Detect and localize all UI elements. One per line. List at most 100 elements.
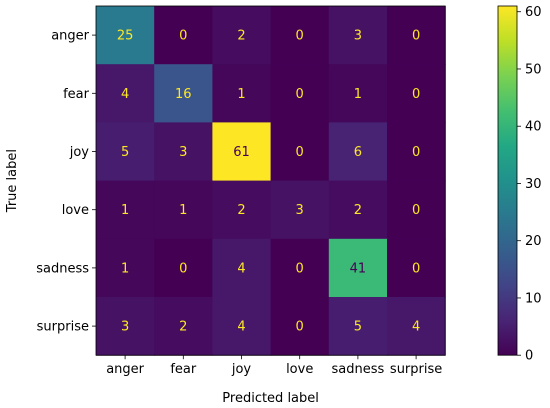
cell-value-label: 61	[233, 145, 250, 160]
cell-value-label: 1	[179, 203, 187, 218]
x-tick-label: anger	[106, 362, 144, 377]
colorbar	[497, 5, 518, 356]
y-axis-ticks: anger fear joy love sadness surprise	[36, 29, 96, 335]
x-tick-label: love	[286, 362, 313, 377]
heatmap-cell	[387, 238, 446, 298]
cell-value-label: 41	[350, 261, 367, 276]
cell-value-label: 2	[237, 29, 245, 44]
y-tick-label: love	[62, 203, 89, 218]
y-tick-label: anger	[51, 29, 89, 44]
cell-value-label: 1	[121, 203, 129, 218]
cell-value-label: 0	[296, 29, 304, 44]
cell-value-label: 6	[354, 145, 362, 160]
heatmap-cell	[212, 64, 272, 123]
heatmap-cell	[96, 238, 155, 298]
x-tick-label: sadness	[332, 362, 385, 377]
cell-value-label: 3	[354, 29, 362, 44]
x-axis-label: Predicted label	[222, 391, 319, 406]
colorbar-tick-label: 0	[525, 349, 533, 364]
y-tick-label: sadness	[36, 261, 89, 276]
x-axis-ticks: anger fear joy love sadness surprise	[106, 355, 442, 377]
colorbar-tick-label: 10	[525, 291, 542, 306]
heatmap-cell	[154, 64, 213, 123]
cell-value-label: 3	[296, 203, 304, 218]
cell-value-label: 1	[237, 87, 245, 102]
cell-value-label: 0	[179, 261, 187, 276]
cell-value-label: 4	[121, 87, 129, 102]
colorbar-tick-label: 60	[525, 5, 542, 20]
heatmap-cell	[270, 297, 330, 356]
heatmap-cell	[212, 238, 272, 298]
cell-value-label: 0	[296, 87, 304, 102]
cell-value-label: 2	[179, 320, 187, 335]
cell-value-label: 3	[121, 320, 129, 335]
heatmap-cell	[212, 122, 272, 182]
heatmap-cell	[96, 64, 155, 123]
heatmap-cell	[96, 180, 155, 240]
cell-value-label: 2	[354, 203, 362, 218]
x-tick-label: joy	[231, 362, 252, 377]
heatmap-cell	[270, 180, 330, 240]
cell-value-label: 1	[121, 261, 129, 276]
heatmap-cell	[328, 6, 388, 65]
heatmap-cell	[328, 297, 388, 356]
cell-value-label: 4	[412, 320, 420, 335]
heatmap-cell	[387, 122, 446, 182]
y-tick-label: fear	[63, 87, 90, 102]
heatmap-cell	[328, 180, 388, 240]
cell-value-label: 0	[296, 320, 304, 335]
cell-value-label: 0	[412, 29, 420, 44]
cell-value-label: 5	[121, 145, 129, 160]
heatmap-cells	[96, 6, 446, 356]
heatmap-cell	[154, 6, 213, 65]
cell-value-label: 0	[412, 203, 420, 218]
heatmap-cell	[387, 180, 446, 240]
colorbar-tick-label: 20	[525, 234, 542, 249]
cell-value-label: 1	[354, 87, 362, 102]
heatmap-cell	[154, 180, 213, 240]
cell-value-label: 0	[296, 261, 304, 276]
heatmap-cell	[270, 122, 330, 182]
cell-value-label: 0	[179, 29, 187, 44]
colorbar-tick-label: 50	[525, 62, 542, 77]
heatmap-cell	[212, 180, 272, 240]
cell-value-label: 4	[237, 261, 245, 276]
cell-value-label: 16	[175, 87, 192, 102]
heatmap-cell	[387, 64, 446, 123]
heatmap-cell	[387, 6, 446, 65]
colorbar-tick-label: 30	[525, 177, 542, 192]
heatmap-cell	[212, 297, 272, 356]
heatmap-cell	[96, 6, 155, 65]
x-tick-label: fear	[170, 362, 197, 377]
y-tick-label: surprise	[37, 320, 89, 335]
heatmap-cell	[270, 64, 330, 123]
cell-value-label: 25	[117, 29, 134, 44]
cell-value-label: 0	[412, 87, 420, 102]
cell-value-label: 2	[237, 203, 245, 218]
heatmap-cell	[387, 297, 446, 356]
heatmap-cell	[328, 64, 388, 123]
colorbar-ticks: 0 10 20 30 40 50 60	[517, 5, 542, 364]
y-axis-label: True label	[5, 149, 20, 213]
cell-value-label: 0	[296, 145, 304, 160]
y-tick-label: joy	[69, 145, 90, 160]
heatmap-cell	[328, 122, 388, 182]
cell-value-label: 0	[412, 145, 420, 160]
heatmap-cell	[154, 122, 213, 182]
heatmap-cell	[212, 6, 272, 65]
cell-value-labels: 25 0 2 0 3 0 4 16 1 0 1 0 5 3 61 0 6 0 1 1 2 3 2 0 1 0 4 0 41 0 3 2 4 0 5 4	[117, 29, 420, 335]
cell-value-label: 3	[179, 145, 187, 160]
heatmap-cell	[270, 6, 330, 65]
cell-value-label: 0	[412, 261, 420, 276]
cell-value-label: 5	[354, 320, 362, 335]
colorbar-tick-label: 40	[525, 120, 542, 135]
heatmap-cell	[328, 238, 388, 298]
x-tick-label: surprise	[390, 362, 442, 377]
heatmap-cell	[270, 238, 330, 298]
plot-frame	[95, 5, 446, 356]
heatmap-cell	[96, 122, 155, 182]
heatmap-cell	[154, 238, 213, 298]
heatmap-cell	[154, 297, 213, 356]
heatmap-cell	[96, 297, 155, 356]
